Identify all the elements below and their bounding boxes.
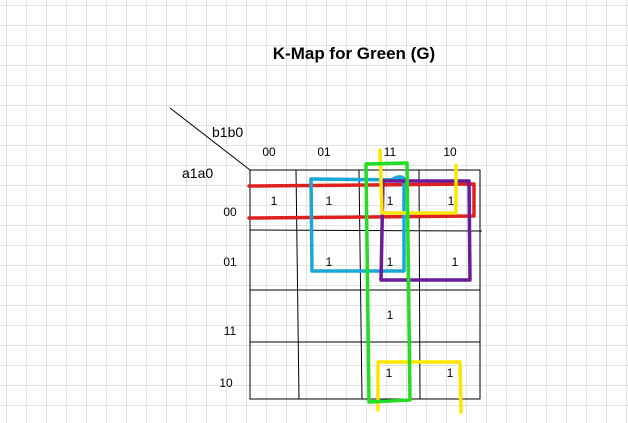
cell-values: 1 1 1 1 1 1 1 1 1 1 <box>271 194 459 380</box>
row-header: 01 <box>223 255 237 269</box>
group-purple-loop <box>379 179 472 282</box>
groupings <box>247 148 476 414</box>
column-header: 01 <box>317 145 331 159</box>
group-yellow-top <box>378 148 458 215</box>
page-title: K-Map for Green (G) <box>273 44 435 63</box>
cell-value: 1 <box>326 255 333 269</box>
cell-value: 1 <box>447 366 454 380</box>
column-header: 11 <box>384 145 397 159</box>
row-header: 00 <box>223 205 237 219</box>
cell-value: 1 <box>326 194 333 208</box>
grid-line <box>295 169 300 400</box>
cell-value: 1 <box>448 194 455 208</box>
row-header: 11 <box>224 324 237 338</box>
column-variable-label: b1b0 <box>212 124 243 140</box>
column-header: 10 <box>443 145 457 159</box>
corner-diagonal <box>169 107 251 171</box>
cell-value: 1 <box>271 194 278 208</box>
grid-line <box>358 169 363 400</box>
row-variable-label: a1a0 <box>182 165 213 181</box>
group-blue-loop <box>309 177 406 273</box>
cell-value: 1 <box>387 255 394 269</box>
cell-value: 1 <box>387 308 394 322</box>
cell-value: 1 <box>386 366 393 380</box>
grid-line <box>418 169 421 400</box>
cell-value: 1 <box>387 194 394 208</box>
group-green-loop <box>364 161 412 404</box>
group-yellow-bottom <box>376 360 463 414</box>
column-header: 00 <box>262 145 276 159</box>
group-red-loop <box>247 182 476 220</box>
cell-value: 1 <box>452 255 459 269</box>
row-header: 10 <box>219 376 233 390</box>
